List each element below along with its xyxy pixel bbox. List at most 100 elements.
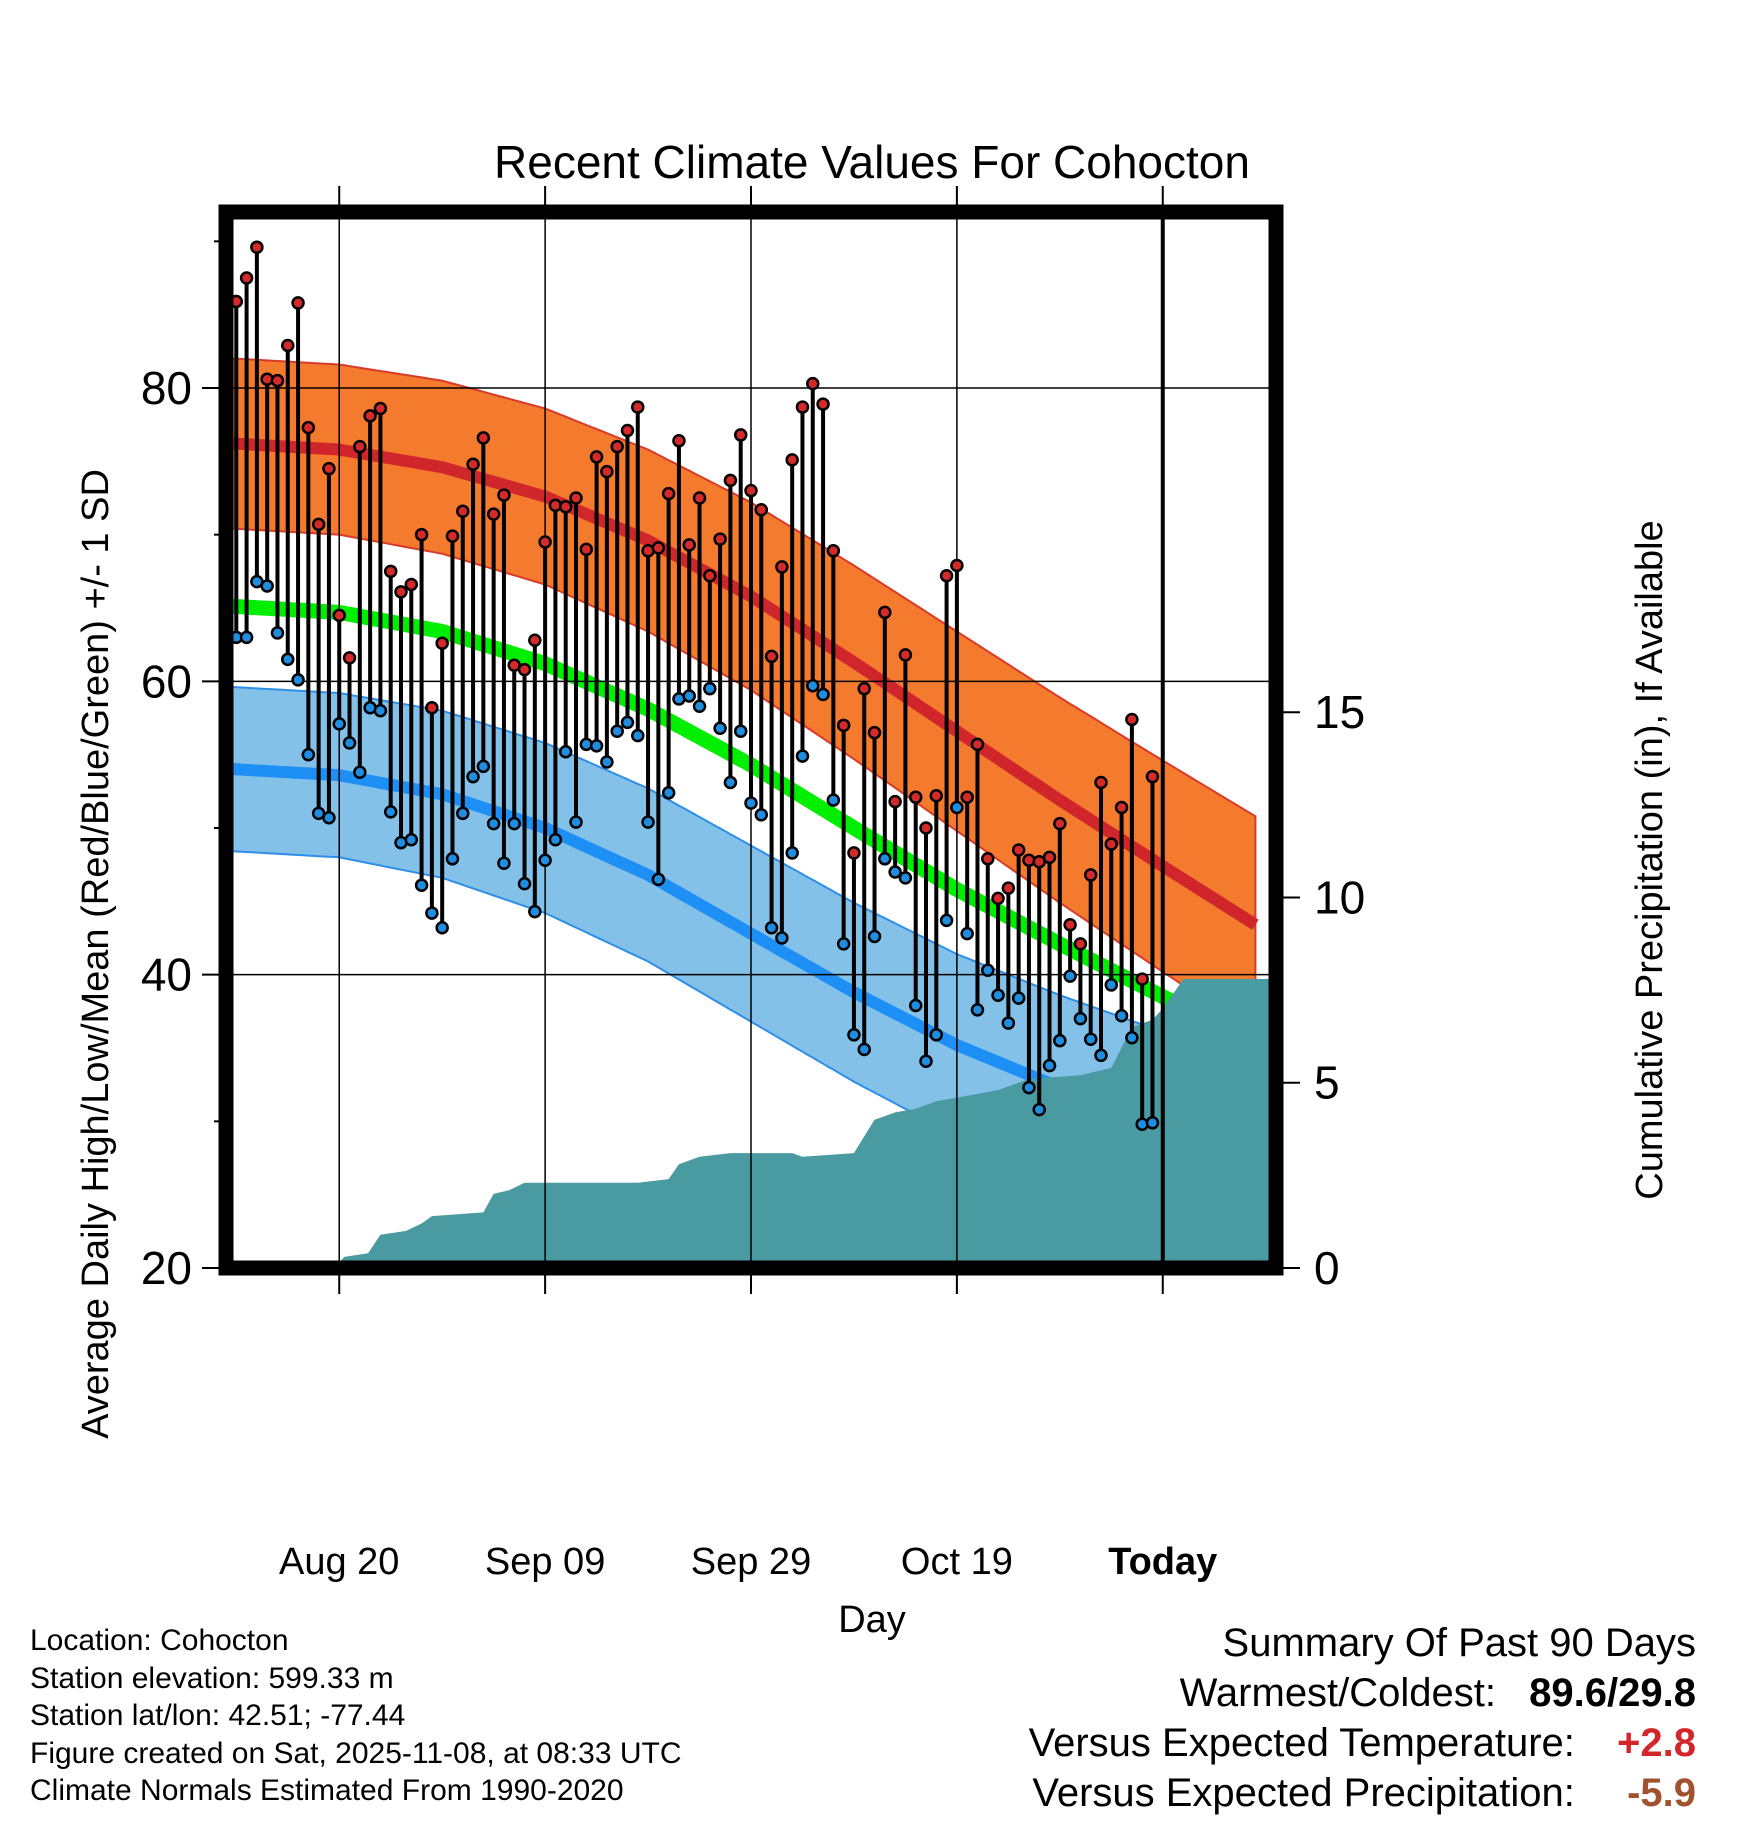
daily-low-point <box>291 673 305 687</box>
daily-low-point <box>476 759 491 774</box>
daily-high-point <box>589 450 604 464</box>
daily-high-point <box>939 568 954 583</box>
daily-high-point <box>301 420 316 435</box>
daily-high-point <box>682 538 696 552</box>
daily-high-point <box>1125 712 1139 727</box>
daily-low-point <box>1042 1058 1057 1073</box>
precip-row: Versus Expected Precipitation: -5.9 <box>1029 1768 1696 1818</box>
daily-low-point <box>332 717 346 731</box>
warm-cold-values: 89.6/29.8 <box>1529 1671 1696 1715</box>
daily-high-point <box>754 502 769 517</box>
daily-low-point <box>558 744 573 759</box>
daily-low-point <box>1063 969 1077 983</box>
x-tick-label: Sep 09 <box>485 1541 605 1583</box>
daily-low-point <box>723 775 738 790</box>
elevation-text: Station elevation: 599.33 m <box>30 1661 394 1695</box>
daily-high-point <box>672 434 686 448</box>
daily-low-point <box>1094 1048 1108 1063</box>
daily-high-point <box>1011 843 1026 857</box>
daily-low-point <box>939 913 954 928</box>
daily-high-point <box>538 535 552 549</box>
daily-low-point <box>569 815 583 829</box>
daily-low-point <box>301 747 316 762</box>
daily-low-point <box>651 872 666 887</box>
daily-high-point <box>1083 868 1098 882</box>
temp-label: Versus Expected Temperature: <box>1028 1721 1575 1765</box>
y-tick-label: 40 <box>141 949 192 1001</box>
daily-high-point <box>723 473 738 488</box>
daily-high-point <box>322 461 336 476</box>
coldest-value: 29.8 <box>1618 1671 1696 1715</box>
daily-high-point <box>651 541 666 555</box>
daily-high-point <box>456 504 470 518</box>
daily-low-point <box>425 906 439 920</box>
daily-low-point <box>1114 1008 1129 1023</box>
y-axis-label: Average Daily High/Low/Mean (Red/Blue/Gr… <box>75 469 117 1439</box>
daily-low-point <box>342 736 357 750</box>
daily-low-point <box>260 579 274 593</box>
daily-low-point <box>826 793 841 807</box>
daily-low-point <box>517 876 532 891</box>
chart-title: Recent Climate Values For Cohocton <box>494 136 1250 188</box>
daily-high-point <box>383 564 398 579</box>
daily-low-point <box>661 786 676 800</box>
daily-high-point <box>703 568 717 583</box>
warm-cold-label: Warmest/Coldest: <box>1179 1671 1497 1715</box>
daily-low-point <box>1073 1011 1088 1026</box>
daily-high-point <box>404 577 419 592</box>
daily-low-point <box>764 920 779 935</box>
daily-high-point <box>558 500 573 514</box>
daily-low-point <box>1022 1080 1036 1095</box>
daily-high-point <box>950 558 964 573</box>
daily-low-point <box>908 998 923 1013</box>
summary-panel: Summary Of Past 90 Days Warmest/Coldest:… <box>1029 1618 1696 1818</box>
daily-low-point <box>847 1028 861 1042</box>
daily-high-point <box>795 400 810 414</box>
summary-title: Summary Of Past 90 Days <box>1222 1621 1696 1665</box>
normal-high-line <box>230 437 1259 930</box>
x-tick-label: Sep 29 <box>691 1541 811 1583</box>
daily-low-point <box>1011 991 1026 1005</box>
daily-low-point <box>878 852 892 866</box>
daily-low-point <box>528 904 542 919</box>
daily-low-point <box>857 1042 871 1057</box>
daily-low-point <box>466 769 480 784</box>
daily-high-point <box>970 737 985 752</box>
daily-low-point <box>1053 1033 1067 1048</box>
daily-high-point <box>919 821 933 835</box>
daily-low-point <box>981 963 995 978</box>
daily-low-point <box>445 852 460 866</box>
y-tick-label: 80 <box>141 362 192 414</box>
daily-high-point <box>775 560 789 574</box>
daily-low-point <box>239 630 254 645</box>
axes: 20 40 60 80 0 5 10 15 Aug 20 Sep 09 Sep 29 Oct 19 To… <box>141 186 1365 1583</box>
daily-high-point <box>620 423 635 438</box>
daily-high-point <box>661 486 676 501</box>
daily-low-point <box>754 808 769 822</box>
daily-low-point <box>610 724 624 738</box>
daily-high-point <box>435 636 449 650</box>
today-days-label: 90 <box>1171 1379 1211 1420</box>
daily-low-point <box>703 681 717 696</box>
daily-low-point <box>713 721 727 736</box>
daily-high-point <box>692 491 707 505</box>
daily-low-point <box>486 816 501 831</box>
latlon-text: Station lat/lon: 42.51; -77.44 <box>30 1699 406 1732</box>
daily-high-point <box>373 401 388 416</box>
daily-low-point <box>507 816 521 831</box>
daily-high-point <box>342 651 357 665</box>
warmest-value: 89.6 <box>1529 1671 1608 1715</box>
daily-low-point <box>744 796 758 810</box>
daily-high-point <box>1053 816 1067 831</box>
x-axis-label: Day <box>838 1599 906 1641</box>
daily-high-point <box>610 439 624 454</box>
daily-low-point <box>600 755 614 769</box>
daily-low-point <box>435 920 449 935</box>
daily-high-point <box>363 409 377 423</box>
daily-low-point <box>1104 978 1119 992</box>
daily-high-point <box>1145 769 1160 784</box>
daily-low-point <box>960 926 974 941</box>
daily-low-point <box>322 810 336 825</box>
daily-high-point <box>250 240 264 254</box>
